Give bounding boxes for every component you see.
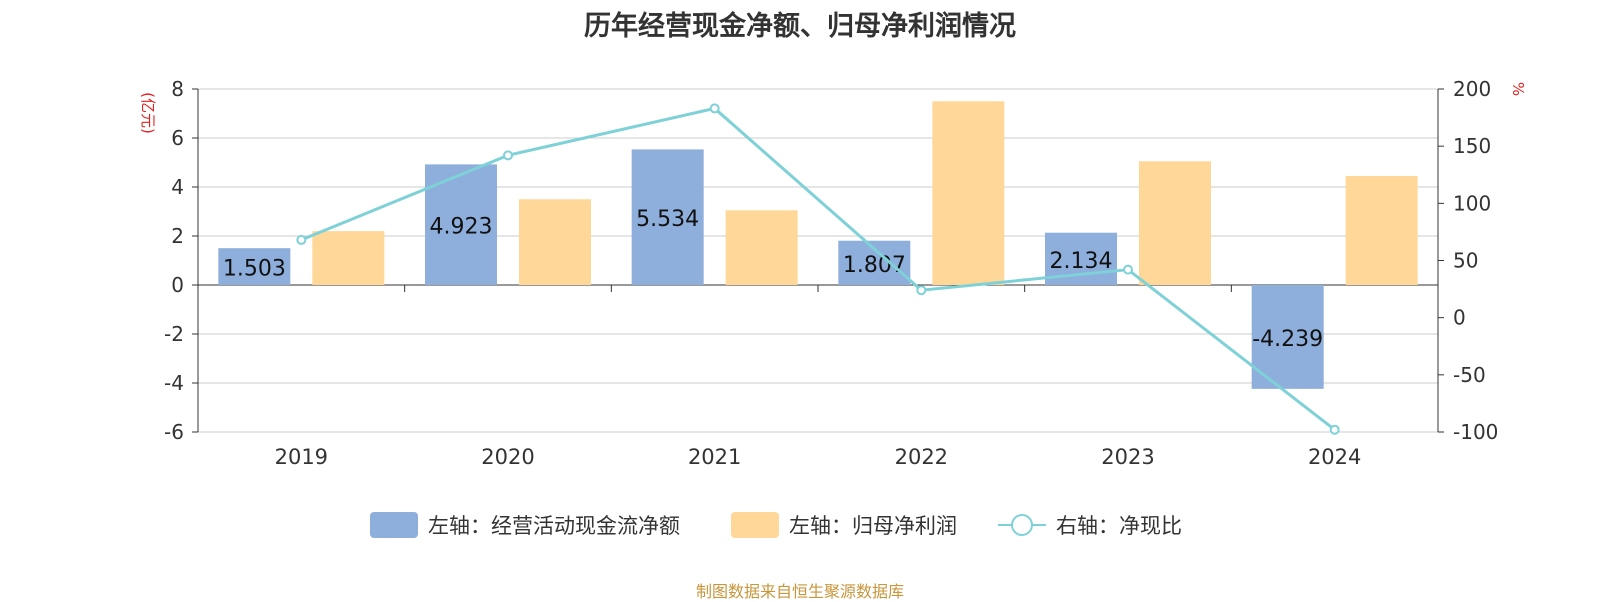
bar-net-profit [932, 101, 1005, 285]
net-cash-ratio-point [503, 150, 513, 161]
right-axis-tick-label: 150 [1453, 134, 1491, 158]
x-axis-label: 2021 [688, 445, 741, 469]
right-axis-tick-label: 0 [1453, 306, 1466, 330]
net-cash-ratio-point [1123, 264, 1133, 275]
left-axis-tick-label: -2 [164, 322, 184, 346]
bar-operating-cash-flow [631, 149, 704, 285]
bar-net-profit [312, 231, 385, 285]
bar-operating-cash-flow [218, 248, 291, 285]
bar-value-label: 1.503 [223, 257, 286, 282]
right-axis-tick-label: 100 [1453, 191, 1491, 215]
bar-value-label: -4.239 [1252, 327, 1323, 352]
bar-value-label: 2.134 [1050, 249, 1113, 274]
legend-swatch-marker [1011, 514, 1033, 536]
x-axis-label: 2024 [1308, 445, 1361, 469]
legend-swatch-cash-flow [370, 512, 418, 538]
left-axis-tick-label: 4 [171, 175, 184, 199]
bar-net-profit [725, 210, 798, 285]
x-axis-label: 2023 [1101, 445, 1154, 469]
legend-label: 左轴：经营活动现金流净额 [428, 514, 680, 538]
net-cash-ratio-point [1329, 424, 1340, 435]
bar-operating-cash-flow [1251, 285, 1324, 389]
bar-net-profit [1139, 161, 1211, 285]
bar-net-profit [1345, 175, 1418, 285]
right-axis-tick-label: 200 [1453, 77, 1491, 101]
net-cash-ratio-point [709, 103, 720, 114]
source-footer: 制图数据来自恒生聚源数据库 [695, 582, 904, 601]
net-cash-ratio-point [916, 285, 927, 296]
right-axis-unit-label: % [1509, 82, 1527, 96]
left-axis-unit-label: (亿元) [139, 92, 157, 134]
net-cash-ratio-line [300, 106, 1336, 431]
left-axis-tick-label: 0 [171, 273, 184, 297]
legend-swatch-net-profit [731, 512, 779, 538]
bar-value-label: 4.923 [430, 215, 493, 240]
x-axis-label: 2019 [275, 445, 328, 469]
x-axis-label: 2022 [895, 445, 948, 469]
left-axis-tick-label: 2 [171, 224, 184, 248]
bar-net-profit [519, 199, 591, 285]
chart-title: 历年经营现金净额、归母净利润情况 [584, 11, 1016, 42]
bar-value-label: 1.807 [843, 253, 906, 278]
right-axis-tick-label: -50 [1453, 363, 1486, 387]
left-axis-tick-label: 6 [171, 126, 184, 150]
x-axis-label: 2020 [481, 445, 534, 469]
left-axis-tick-label: -4 [164, 371, 184, 395]
left-axis-tick-label: 8 [171, 77, 184, 101]
net-cash-ratio-point [296, 234, 307, 245]
bar-value-label: 5.534 [636, 207, 699, 232]
legend-label: 左轴：归母净利润 [789, 514, 957, 538]
left-axis-tick-label: -6 [164, 420, 184, 444]
right-axis-tick-label: -100 [1453, 420, 1498, 444]
legend-label: 右轴：净现比 [1056, 514, 1182, 538]
right-axis-tick-label: 50 [1453, 249, 1478, 273]
